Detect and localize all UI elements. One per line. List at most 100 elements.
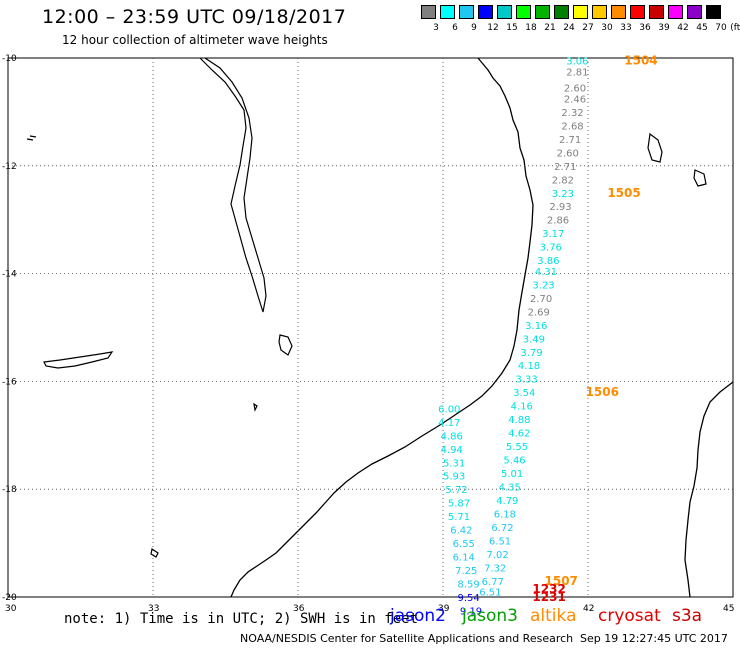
timestamp-text: Sep 19 12:27:45 UTC 2017 bbox=[580, 632, 728, 645]
lon-tick-label: 30 bbox=[5, 604, 17, 614]
wave-height-value: 4.88 bbox=[508, 415, 530, 426]
lat-tick-label: -14 bbox=[2, 270, 17, 280]
legend-swatch bbox=[554, 5, 569, 19]
legend-swatch bbox=[687, 5, 702, 19]
map-title: 12:00 – 23:59 UTC 09/18/2017 bbox=[42, 6, 347, 28]
legend-label: 36 bbox=[639, 23, 651, 33]
madagascar-coast bbox=[684, 381, 734, 598]
lon-tick-label: 33 bbox=[148, 604, 159, 614]
satellite-name: altika bbox=[530, 606, 577, 626]
satellite-name: cryosat bbox=[598, 606, 661, 626]
footer-note: note: 1) Time is in UTC; 2) SWH is in fe… bbox=[64, 611, 419, 627]
wave-height-value: 2.81 bbox=[566, 67, 588, 78]
legend-swatch bbox=[421, 5, 436, 19]
wave-height-value: 2.70 bbox=[530, 294, 552, 305]
legend-swatch bbox=[668, 5, 683, 19]
legend-label: 42 bbox=[677, 23, 689, 33]
legend-swatch bbox=[630, 5, 645, 19]
map-subtitle: 12 hour collection of altimeter wave hei… bbox=[62, 33, 328, 47]
wave-height-value: 2.32 bbox=[561, 108, 583, 119]
wave-height-value: 4.62 bbox=[508, 429, 530, 440]
credit-text: NOAA/NESDIS Center for Satellite Applica… bbox=[240, 632, 574, 645]
wave-height-value: 2.82 bbox=[552, 175, 574, 186]
wave-height-value: 9.54 bbox=[458, 593, 480, 604]
wave-height-value: 6.18 bbox=[494, 509, 516, 520]
wave-height-value: 3.06 bbox=[566, 57, 588, 68]
lat-tick-label: -12 bbox=[2, 162, 17, 172]
lake-outline-west bbox=[43, 351, 114, 369]
wave-height-value: 3.86 bbox=[537, 256, 559, 267]
wave-height-value: 8.59 bbox=[458, 580, 480, 591]
small-island-south bbox=[150, 548, 159, 558]
legend-label: 27 bbox=[582, 23, 594, 33]
legend-swatch bbox=[592, 5, 607, 19]
legend-label: 24 bbox=[563, 23, 575, 33]
legend-swatch bbox=[459, 5, 474, 19]
wave-height-value: 5.71 bbox=[448, 512, 470, 523]
wave-height-value: 4.17 bbox=[438, 418, 460, 429]
wave-height-value: 7.25 bbox=[455, 566, 477, 577]
track-number-label: 1507 bbox=[545, 574, 578, 588]
legend-swatch bbox=[478, 5, 493, 19]
wave-height-value: 5.46 bbox=[503, 456, 525, 467]
wave-height-value: 5.93 bbox=[443, 472, 465, 483]
legend-label: 9 bbox=[471, 23, 477, 33]
track-number-label: 1505 bbox=[607, 186, 640, 200]
wave-height-value: 2.60 bbox=[557, 148, 579, 159]
wave-height-value: 2.68 bbox=[561, 121, 583, 132]
wave-height-value: 6.42 bbox=[450, 526, 472, 537]
legend-label: 12 bbox=[487, 23, 499, 33]
wave-height-value: 6.55 bbox=[453, 539, 475, 550]
legend-swatch bbox=[706, 5, 721, 19]
wave-height-value: 2.60 bbox=[564, 84, 586, 95]
lat-lon-grid bbox=[8, 58, 733, 597]
legend-label: 18 bbox=[525, 23, 537, 33]
legend-label: 45 bbox=[696, 23, 708, 33]
wave-height-value: 3.76 bbox=[540, 243, 562, 254]
wave-height-value: 3.49 bbox=[523, 334, 545, 345]
track-number-label: 1231 bbox=[532, 590, 565, 604]
legend-swatch bbox=[516, 5, 531, 19]
legend-unit: (ft) bbox=[730, 23, 740, 33]
legend-label: 21 bbox=[544, 23, 556, 33]
wave-height-value: 6.51 bbox=[489, 536, 511, 547]
wave-height-value: 3.17 bbox=[542, 229, 564, 240]
wave-height-value: 7.32 bbox=[484, 563, 506, 574]
wave-height-value: 5.55 bbox=[506, 442, 528, 453]
wave-height-value: 2.69 bbox=[528, 307, 550, 318]
wave-height-value: 4.86 bbox=[441, 431, 463, 442]
wave-height-value: 7.02 bbox=[487, 550, 509, 561]
wave-height-value: 9.19 bbox=[460, 606, 482, 617]
wave-height-value: 6.51 bbox=[479, 588, 501, 599]
wave-height-value: 6.72 bbox=[491, 523, 513, 534]
comoros-island bbox=[647, 132, 663, 163]
wave-height-value: 2.71 bbox=[559, 135, 581, 146]
small-island-north bbox=[26, 135, 37, 141]
legend-swatch bbox=[497, 5, 512, 19]
wave-height-value: 5.31 bbox=[443, 458, 465, 469]
satellite-name: jason3 bbox=[462, 606, 518, 626]
small-lake bbox=[253, 402, 258, 412]
wave-height-value: 3.16 bbox=[525, 321, 547, 332]
map-frame bbox=[7, 57, 734, 598]
track-number-label: 1506 bbox=[586, 385, 619, 399]
legend-swatch bbox=[535, 5, 550, 19]
legend-swatch bbox=[573, 5, 588, 19]
wave-height-value: 2.93 bbox=[549, 202, 571, 213]
wave-height-value: 2.86 bbox=[547, 216, 569, 227]
wave-height-value: 3.54 bbox=[513, 388, 535, 399]
wave-height-value: 3.79 bbox=[520, 348, 542, 359]
legend-label: 30 bbox=[601, 23, 613, 33]
lon-tick-label: 45 bbox=[723, 604, 734, 614]
legend-label: 15 bbox=[506, 23, 518, 33]
wave-height-value: 4.35 bbox=[499, 483, 521, 494]
legend-label: 3 bbox=[433, 23, 439, 33]
lon-tick-label: 36 bbox=[293, 604, 305, 614]
wave-height-value: 2.71 bbox=[554, 162, 576, 173]
wave-height-value: 5.01 bbox=[501, 469, 523, 480]
wave-height-value: 3.23 bbox=[532, 280, 554, 291]
wave-height-value: 4.31 bbox=[535, 267, 557, 278]
